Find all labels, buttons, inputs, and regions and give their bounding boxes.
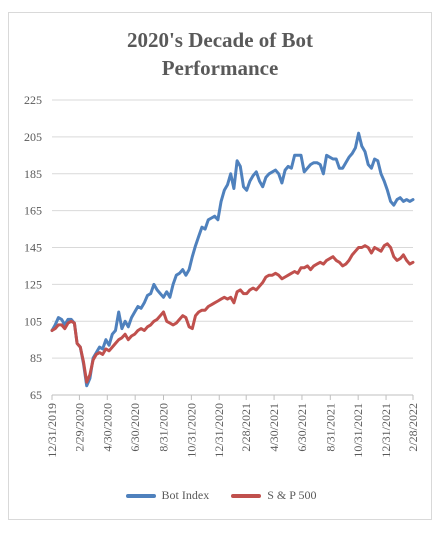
legend: Bot Index S & P 500 xyxy=(0,488,442,503)
x-tick-label: 12/31/2019 xyxy=(45,403,59,458)
x-tick-label: 2/28/2021 xyxy=(239,403,253,452)
legend-item-bot-index: Bot Index xyxy=(125,488,210,503)
x-tick-label: 2/29/2020 xyxy=(72,403,86,452)
y-tick-label: 85 xyxy=(30,351,42,365)
y-tick-label: 205 xyxy=(24,130,42,144)
x-tick-label: 4/30/2020 xyxy=(100,403,114,452)
legend-label-bot-index: Bot Index xyxy=(161,488,210,502)
series-lines xyxy=(50,131,415,388)
y-axis-ticks: 65 85 105 125 145 165 185 205 225 xyxy=(24,93,42,402)
x-tick-label: 12/31/2020 xyxy=(212,403,226,458)
x-tick-label: 12/31/2021 xyxy=(379,403,393,458)
gridlines xyxy=(52,99,413,359)
legend-label-sp500: S & P 500 xyxy=(267,488,317,502)
chart-frame xyxy=(8,12,432,520)
x-tick-label: 2/28/2022 xyxy=(406,403,420,452)
legend-swatch-bot-index xyxy=(125,493,156,498)
y-tick-label: 165 xyxy=(24,204,42,218)
y-tick-label: 105 xyxy=(24,314,42,328)
series-line-bot-index xyxy=(50,131,415,388)
x-tick-label: 10/31/2021 xyxy=(351,403,365,458)
y-tick-label: 65 xyxy=(30,388,42,402)
y-tick-label: 125 xyxy=(24,277,42,291)
x-tick-label: 8/31/2021 xyxy=(323,403,337,452)
chart-title: 2020's Decade of Bot Performance xyxy=(126,28,314,80)
series-line-s-p-500 xyxy=(50,242,415,384)
x-tick-label: 10/31/2020 xyxy=(184,403,198,458)
x-tick-label: 6/30/2020 xyxy=(128,403,142,452)
y-tick-label: 185 xyxy=(24,167,42,181)
x-axis: 12/31/2019 2/29/2020 4/30/2020 6/30/2020 8/3… xyxy=(45,394,420,458)
x-tick-label: 8/31/2020 xyxy=(156,403,170,452)
legend-item-sp500: S & P 500 xyxy=(231,488,316,503)
y-tick-label: 145 xyxy=(24,241,42,255)
y-tick-label: 225 xyxy=(24,93,42,107)
legend-swatch-sp500 xyxy=(231,493,262,498)
x-tick-label: 4/30/2021 xyxy=(267,403,281,452)
x-tick-label: 6/30/2021 xyxy=(295,403,309,452)
